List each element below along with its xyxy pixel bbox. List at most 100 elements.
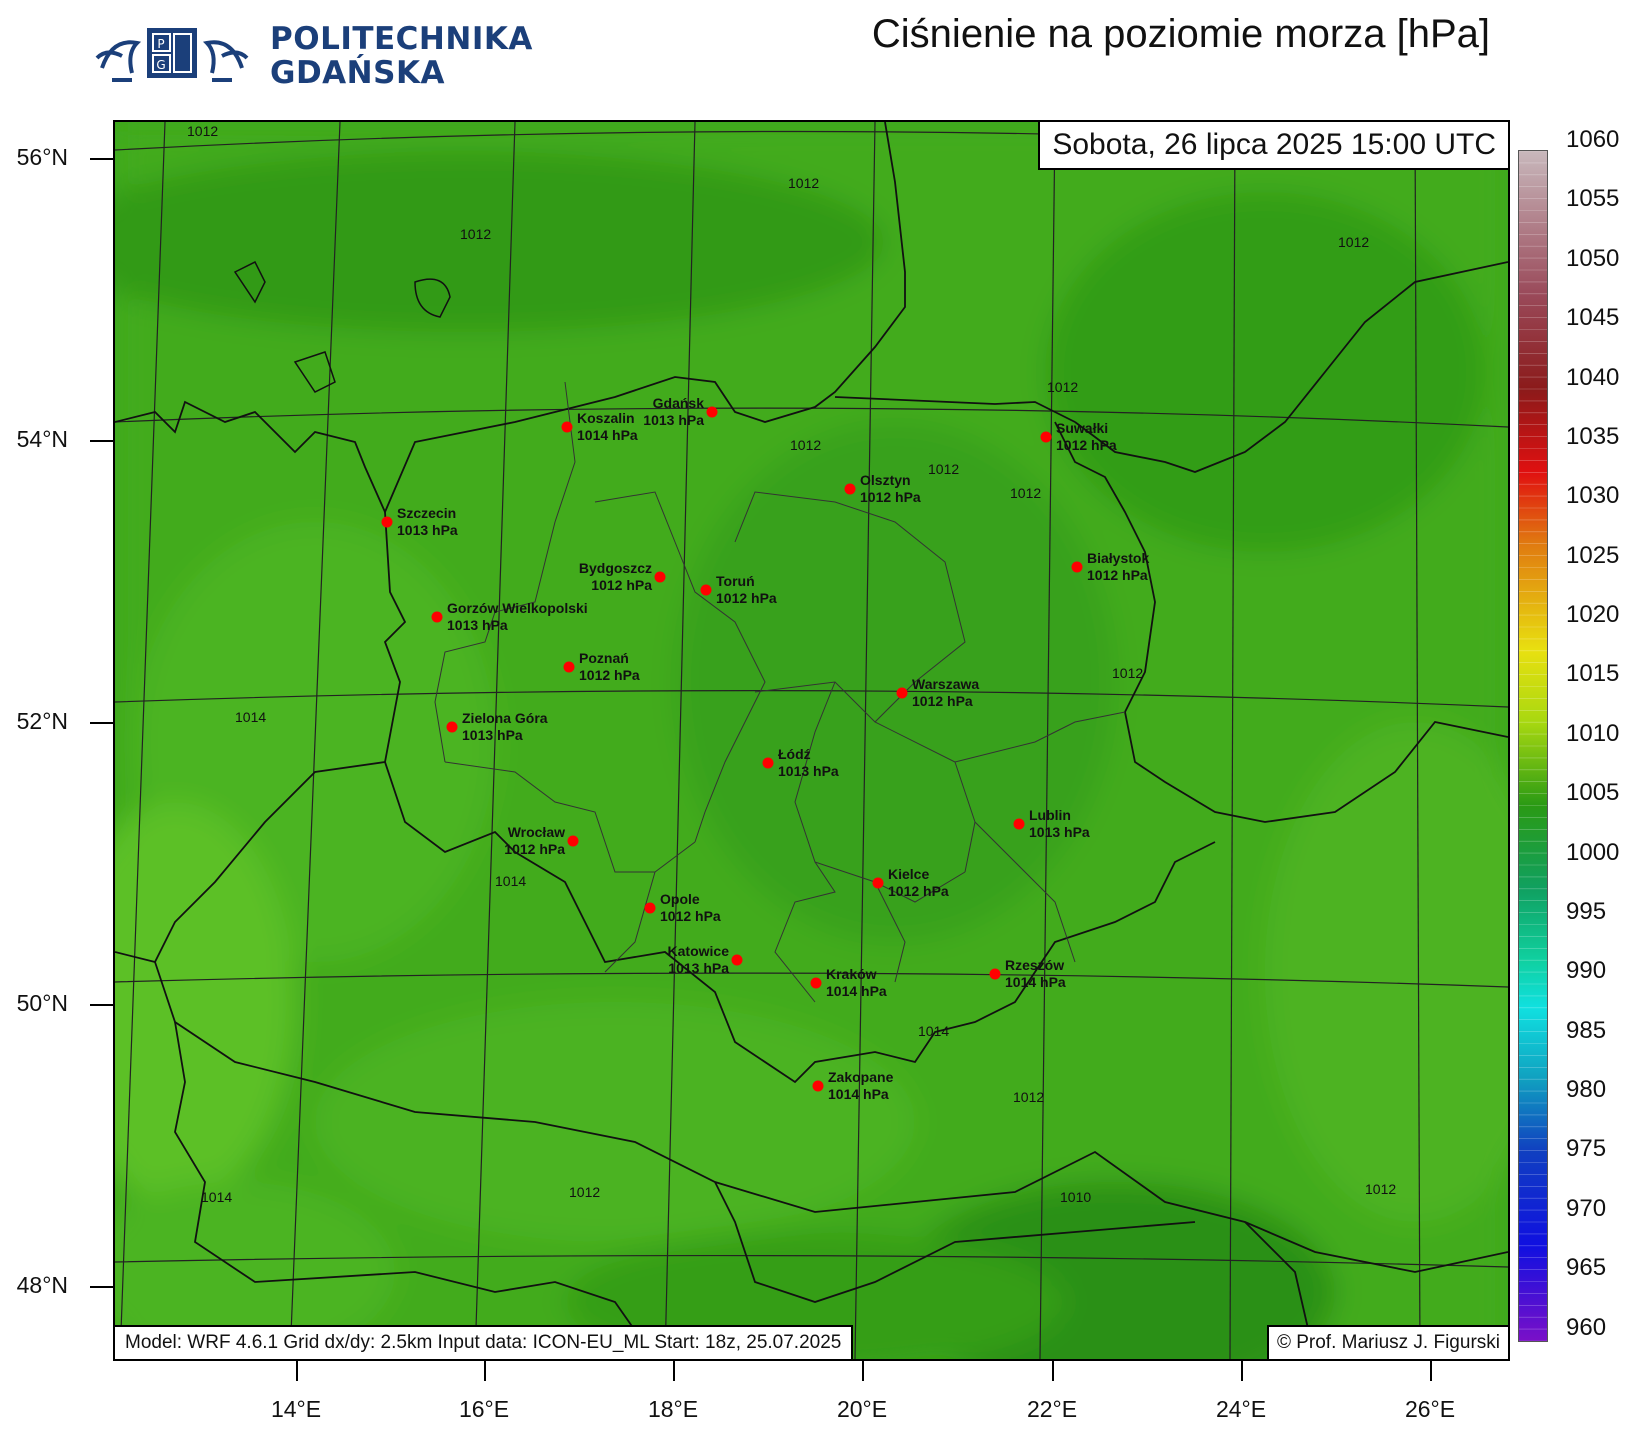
city-dot — [872, 877, 884, 889]
city-name: Koszalin — [577, 410, 635, 426]
city-pressure: 1013 hPa — [447, 617, 508, 633]
city-dot — [561, 421, 573, 433]
city-pressure: 1012 hPa — [591, 577, 652, 593]
colorbar-label: 1000 — [1566, 838, 1620, 866]
city-dot — [989, 968, 1001, 980]
city-dot — [563, 661, 575, 673]
city-pressure: 1014 hPa — [828, 1086, 889, 1102]
city-name: Zielona Góra — [462, 710, 548, 726]
city-pressure: 1012 hPa — [504, 841, 565, 857]
griffin-crest-icon: P G — [95, 28, 249, 82]
city-name: Kielce — [888, 866, 929, 882]
university-logo: P G — [92, 18, 512, 90]
city-dot — [762, 757, 774, 769]
city-name: Zakopane — [828, 1069, 894, 1085]
contour-label: 1014 — [918, 1023, 949, 1039]
colorbar-label: 1025 — [1566, 541, 1620, 569]
colorbar-label: 1050 — [1566, 244, 1620, 272]
colorbar-label: 995 — [1566, 897, 1607, 925]
graticule — [115, 122, 1508, 1359]
city-pressure: 1012 hPa — [579, 667, 640, 683]
city-dot — [812, 1080, 824, 1092]
latitude-label: 52°N — [16, 708, 68, 734]
city-name: Lublin — [1029, 807, 1071, 823]
colorbar-gradient — [1519, 151, 1547, 1341]
contour-label: 1014 — [201, 1189, 232, 1205]
city-dot — [1071, 561, 1083, 573]
colorbar-label: 1055 — [1566, 185, 1620, 213]
contour-label: 1012 — [569, 1184, 600, 1200]
longitude-tick — [862, 1359, 864, 1381]
city-pressure: 1012 hPa — [660, 908, 721, 924]
contour-label: 1012 — [1338, 234, 1369, 250]
longitude-label: 18°E — [647, 1396, 699, 1422]
longitude-label: 26°E — [1404, 1396, 1456, 1422]
colorbar-label: 975 — [1566, 1135, 1607, 1163]
colorbar-label: 1045 — [1566, 304, 1620, 332]
longitude-label: 22°E — [1026, 1396, 1078, 1422]
city-dot — [844, 483, 856, 495]
longitude-tick — [673, 1359, 675, 1381]
voivodeship-borders — [434, 381, 1126, 1003]
longitude-label: 16°E — [458, 1396, 510, 1422]
contour-label: 1012 — [1112, 665, 1143, 681]
city-name: Warszawa — [912, 676, 979, 692]
city-pressure: 1014 hPa — [577, 427, 638, 443]
city-name: Szczecin — [397, 505, 456, 521]
city-pressure: 1013 hPa — [668, 960, 729, 976]
city-pressure: 1013 hPa — [397, 522, 458, 538]
city-pressure: 1013 hPa — [1029, 824, 1090, 840]
colorbar-label: 980 — [1566, 1076, 1607, 1104]
city-dot — [431, 611, 443, 623]
latitude-label: 56°N — [16, 144, 68, 170]
city-name: Wrocław — [508, 824, 565, 840]
latitude-tick — [90, 722, 113, 724]
city-dot — [381, 516, 393, 528]
longitude-tick — [484, 1359, 486, 1381]
contour-label: 1012 — [928, 461, 959, 477]
city-dot — [567, 835, 579, 847]
city-dot — [644, 902, 656, 914]
latitude-tick — [90, 440, 113, 442]
city-pressure: 1012 hPa — [1087, 567, 1148, 583]
copyright: © Prof. Mariusz J. Figurski — [1266, 1325, 1508, 1359]
contour-label: 1012 — [1365, 1181, 1396, 1197]
longitude-tick — [1430, 1359, 1432, 1381]
city-name: Olsztyn — [860, 472, 911, 488]
city-name: Kraków — [826, 966, 877, 982]
colorbar-label: 960 — [1566, 1313, 1607, 1341]
borders — [115, 122, 1508, 1359]
city-name: Opole — [660, 891, 700, 907]
contour-label: 1012 — [1010, 485, 1041, 501]
contour-label: 1012 — [460, 226, 491, 242]
city-dot — [731, 954, 743, 966]
latitude-tick — [90, 1004, 113, 1006]
city-name: Suwałki — [1056, 420, 1108, 436]
city-dot — [1040, 431, 1052, 443]
colorbar-label: 1005 — [1566, 779, 1620, 807]
map-panel: 1012 1012 1012 1012 1012 1012 1012 1012 1014 1012… — [113, 120, 1510, 1361]
city-name: Bydgoszcz — [579, 560, 652, 576]
contour-label: 1014 — [235, 709, 266, 725]
logo-text: POLITECHNIKA GDAŃSKA — [270, 22, 533, 90]
colorbar-label: 1020 — [1566, 601, 1620, 629]
city-pressure: 1012 hPa — [860, 489, 921, 505]
city-name: Katowice — [668, 943, 730, 959]
colorbar-label: 985 — [1566, 1016, 1607, 1044]
lakes — [233, 260, 451, 393]
latitude-label: 50°N — [16, 990, 68, 1016]
colorbar-label: 1060 — [1566, 126, 1620, 153]
contour-label: 1012 — [1047, 379, 1078, 395]
svg-text:G: G — [156, 58, 165, 72]
city-name: Gorzów Wielkopolski — [447, 600, 588, 616]
city-pressure: 1012 hPa — [888, 883, 949, 899]
contour-label: 1012 — [790, 437, 821, 453]
contour-labels: 1012 1012 1012 1012 1012 1012 1012 1012 1014 1012… — [187, 123, 1396, 1205]
colorbar-label: 970 — [1566, 1194, 1607, 1222]
longitude-tick — [1241, 1359, 1243, 1381]
city-dot — [700, 584, 712, 596]
city-name: Łódź — [778, 746, 811, 762]
pressure-field — [115, 122, 1508, 1359]
pressure-map: 1012 1012 1012 1012 1012 1012 1012 1012 1014 1012… — [115, 122, 1508, 1359]
